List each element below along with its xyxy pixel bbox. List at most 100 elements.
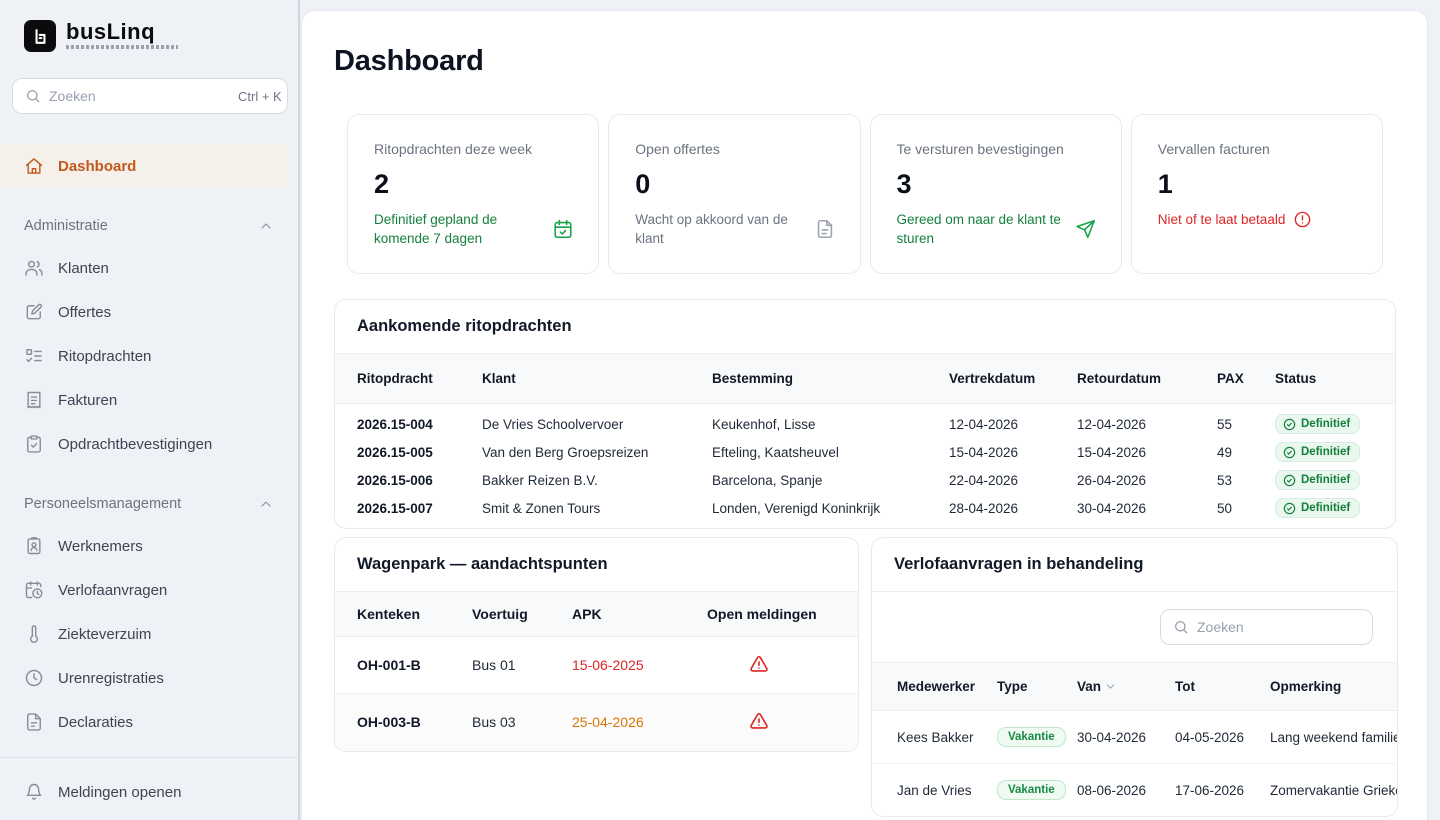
sidebar-item-dashboard[interactable]: Dashboard bbox=[0, 144, 288, 188]
stat-card-open-offertes[interactable]: Open offertes 0 Wacht op akkoord van de … bbox=[608, 114, 861, 274]
sidebar-item-werknemers[interactable]: Werknemers bbox=[0, 524, 288, 568]
stat-title: Ritopdrachten deze week bbox=[374, 141, 532, 157]
sidebar-item-urenregistraties[interactable]: Urenregistraties bbox=[0, 656, 288, 700]
fleet-kenteken: OH-001-B bbox=[357, 657, 421, 673]
id-badge-icon bbox=[27, 537, 41, 555]
list-todo-icon bbox=[26, 349, 42, 363]
table-row[interactable]: OH-001-B Bus 01 15-06-2025 bbox=[335, 637, 858, 694]
send-icon bbox=[1075, 218, 1097, 240]
home-icon bbox=[25, 158, 43, 174]
column-header: Voertuig bbox=[472, 606, 528, 622]
search-icon bbox=[27, 90, 40, 103]
calendar-clock-icon bbox=[25, 581, 43, 599]
trip-id: 2026.15-005 bbox=[357, 444, 433, 460]
chevron-up-icon bbox=[261, 223, 271, 229]
chevron-down-icon bbox=[1106, 684, 1115, 689]
bell-icon bbox=[26, 783, 42, 800]
alert-triangle-icon bbox=[749, 711, 769, 731]
sidebar-item-label: Dashboard bbox=[58, 157, 137, 175]
sidebar-item-verlofaanvragen[interactable]: Verlofaanvragen bbox=[0, 568, 288, 612]
table-row[interactable]: 2026.15-004 De Vries Schoolvervoer Keuke… bbox=[335, 404, 1395, 439]
alert-circle-icon bbox=[1293, 210, 1312, 229]
page-title: Dashboard bbox=[334, 45, 484, 77]
column-header: Status bbox=[1275, 371, 1317, 386]
column-header: Kenteken bbox=[357, 606, 421, 622]
receipt-icon bbox=[27, 391, 41, 409]
trip-retourdatum: 12-04-2026 bbox=[1077, 416, 1147, 432]
stat-title: Open offertes bbox=[635, 141, 720, 157]
file-icon bbox=[814, 218, 836, 240]
leave-type-badge: Vakantie bbox=[997, 780, 1066, 800]
clipboard-check-icon bbox=[27, 435, 41, 453]
open-notifications-button[interactable]: Meldingen openen bbox=[0, 774, 288, 810]
table-row[interactable]: Kees Bakker Vakantie 30-04-2026 04-05-20… bbox=[872, 711, 1397, 764]
sidebar-item-offertes[interactable]: Offertes bbox=[0, 290, 288, 334]
leave-search-input[interactable] bbox=[1197, 619, 1360, 635]
table-row[interactable]: 2026.15-006 Bakker Reizen B.V. Barcelona… bbox=[335, 466, 1395, 494]
upcoming-trips-panel: Aankomende ritopdrachten Ritopdracht Kla… bbox=[334, 299, 1396, 529]
trip-vertrekdatum: 28-04-2026 bbox=[949, 500, 1019, 516]
sidebar-item-declaraties[interactable]: Declaraties bbox=[0, 700, 288, 744]
sidebar-item-opdrachtbevestigingen[interactable]: Opdrachtbevestigingen bbox=[0, 422, 288, 466]
column-header: Tot bbox=[1175, 679, 1195, 694]
status-badge: Definitief bbox=[1275, 498, 1361, 518]
panel-title: Aankomende ritopdrachten bbox=[357, 317, 572, 335]
nav-section-label: Administratie bbox=[24, 218, 108, 234]
column-header: APK bbox=[572, 606, 602, 622]
trip-bestemming: Barcelona, Spanje bbox=[712, 472, 823, 488]
column-header: Open meldingen bbox=[707, 606, 817, 622]
sidebar-item-label: Offertes bbox=[58, 303, 112, 321]
column-header: PAX bbox=[1217, 371, 1244, 386]
search-icon bbox=[1175, 621, 1188, 634]
stat-subtitle: Definitief gepland de komende 7 dagen bbox=[374, 212, 498, 246]
nav-section-administratie[interactable]: Administratie bbox=[0, 206, 298, 246]
trip-klant: Van den Berg Groepsreizen bbox=[482, 444, 649, 460]
stat-subtitle: Wacht op akkoord van de klant bbox=[635, 212, 788, 246]
panel-title: Verlofaanvragen in behandeling bbox=[872, 538, 1397, 592]
sidebar-item-klanten[interactable]: Klanten bbox=[0, 246, 288, 290]
trip-vertrekdatum: 12-04-2026 bbox=[949, 416, 1019, 432]
stat-value: 1 bbox=[1157, 169, 1173, 199]
check-circle-icon bbox=[1283, 474, 1296, 486]
leave-van: 08-06-2026 bbox=[1077, 782, 1147, 798]
fleet-kenteken: OH-003-B bbox=[357, 714, 421, 731]
sidebar-item-fakturen[interactable]: Fakturen bbox=[0, 378, 288, 422]
stat-card-vervallen-facturen[interactable]: Vervallen facturen 1 Niet of te laat bet… bbox=[1130, 114, 1383, 274]
app-logo[interactable]: busLinq bbox=[0, 16, 298, 52]
column-header: Ritopdracht bbox=[357, 371, 433, 386]
trips-header-row: Ritopdracht Klant Bestemming Vertrekdatu… bbox=[335, 353, 1395, 404]
chevron-up-icon bbox=[261, 501, 271, 507]
status-badge: Definitief bbox=[1275, 442, 1361, 462]
sidebar-item-label: Klanten bbox=[58, 259, 109, 277]
nav-section-personeelsmanagement[interactable]: Personeelsmanagement bbox=[0, 484, 298, 524]
sidebar-item-label: Fakturen bbox=[58, 391, 118, 409]
stat-subtitle: Niet of te laat betaald bbox=[1157, 212, 1286, 227]
logo-name: busLinq bbox=[66, 19, 156, 44]
leave-van: 30-04-2026 bbox=[1077, 729, 1147, 745]
check-circle-icon bbox=[1283, 446, 1296, 458]
calendar-check-icon bbox=[552, 218, 574, 240]
sidebar-item-label: Urenregistraties bbox=[58, 669, 164, 687]
table-row[interactable]: OH-003-B Bus 03 25-04-2026 bbox=[335, 693, 858, 751]
stat-value: 0 bbox=[635, 169, 651, 199]
search-shortcut: Ctrl + K bbox=[238, 88, 282, 104]
leave-search[interactable] bbox=[1160, 609, 1373, 645]
sidebar-item-ziekteverzuim[interactable]: Ziekteverzuim bbox=[0, 612, 288, 656]
stat-subtitle: Gereed om naar de klant te sturen bbox=[896, 212, 1061, 246]
table-row[interactable]: 2026.15-005 Van den Berg Groepsreizen Ef… bbox=[335, 438, 1395, 466]
fleet-apk-date: 25-04-2026 bbox=[572, 714, 644, 731]
panel-title: Wagenpark — aandachtspunten bbox=[357, 555, 608, 573]
leave-tot: 17-06-2026 bbox=[1175, 782, 1245, 798]
column-header-sort-van[interactable]: Van bbox=[1077, 663, 1175, 711]
stat-card-te-versturen-bevestigingen[interactable]: Te versturen bevestigingen 3 Gereed om n… bbox=[869, 114, 1122, 274]
sidebar-search[interactable]: Ctrl + K bbox=[12, 78, 288, 114]
table-row[interactable]: Jan de Vries Vakantie 08-06-2026 17-06-2… bbox=[872, 763, 1397, 817]
trip-bestemming: Efteling, Kaatsheuvel bbox=[712, 444, 839, 460]
sidebar-item-ritopdrachten[interactable]: Ritopdrachten bbox=[0, 334, 288, 378]
table-row[interactable]: 2026.15-007 Smit & Zonen Tours Londen, V… bbox=[335, 494, 1395, 528]
search-input[interactable] bbox=[49, 88, 230, 104]
stat-card-ritopdrachten-week[interactable]: Ritopdrachten deze week 2 Definitief gep… bbox=[347, 114, 600, 274]
fleet-voertuig: Bus 03 bbox=[472, 714, 516, 731]
logo-icon bbox=[24, 20, 56, 52]
leave-requests-panel: Verlofaanvragen in behandeling bbox=[871, 537, 1398, 817]
